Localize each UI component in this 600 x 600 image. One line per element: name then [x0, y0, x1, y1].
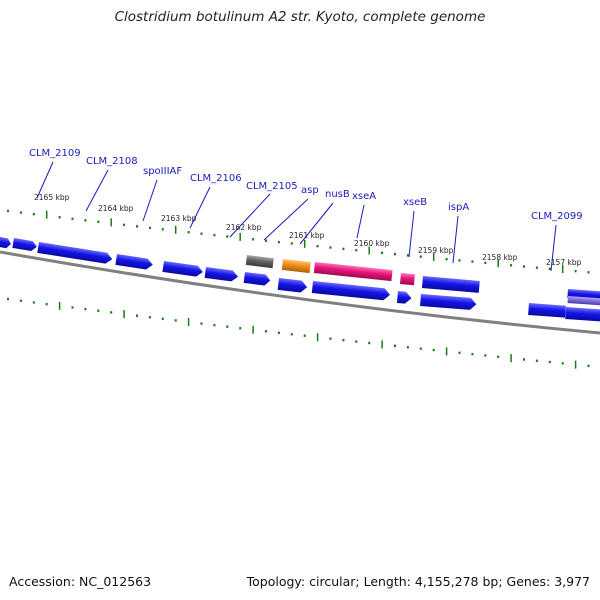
gene-label: CLM_2108 [86, 156, 138, 167]
gene-label-leader [550, 224, 557, 272]
accession-text: Accession: NC_012563 [9, 574, 152, 589]
genome-backbone [0, 250, 600, 335]
gene-label: ispA [448, 202, 469, 213]
gene-labels: CLM_2109 CLM_2108 spoIIIAF CLM_2106 CLM_2105… [29, 148, 583, 272]
gene-feature-blue [421, 276, 480, 293]
gene-feature-blue [565, 307, 600, 322]
gene-feature-blue [204, 267, 238, 282]
kbp-scale-upper [7, 209, 590, 274]
genome-title: Clostridium botulinum A2 str. Kyoto, com… [114, 9, 486, 25]
gene-label: CLM_2106 [190, 173, 242, 184]
gene-label-leader [229, 193, 271, 238]
gene-label: CLM_2105 [246, 181, 298, 192]
gene-feature-blue [12, 238, 37, 251]
gene-label: CLM_2099 [531, 211, 583, 222]
kbp-label: 2157 kbp [546, 258, 582, 267]
gene-feature-blue [311, 281, 390, 301]
gene-feature-blue [243, 272, 271, 286]
gene-feature-blue [37, 242, 113, 264]
gene-label-leader [356, 204, 365, 239]
kbp-scale-lower [7, 297, 590, 369]
gene-label-leader [408, 210, 415, 258]
gene-label: xseB [403, 197, 427, 208]
kbp-label: 2158 kbp [482, 253, 518, 262]
kbp-label: 2165 kbp [34, 193, 70, 202]
gene-label-leader [142, 179, 158, 222]
gene-feature-blue [396, 291, 412, 304]
gene-feature-purple [567, 296, 600, 306]
gene-label: CLM_2109 [29, 148, 81, 159]
gene-feature-blue [0, 237, 11, 249]
gene-label-leader [299, 202, 334, 245]
gene-label-leader [189, 186, 211, 229]
gene-label: asp [301, 185, 319, 196]
gene-feature-blue [162, 261, 203, 277]
kbp-label: 2163 kbp [161, 214, 197, 223]
gene-label: xseA [352, 191, 376, 202]
gene-label-leader [36, 161, 54, 199]
genome-summary: Topology: circular; Length: 4,155,278 bp… [246, 574, 590, 589]
gene-label: nusB [325, 189, 350, 200]
kbp-label: 2162 kbp [226, 223, 262, 232]
kbp-label: 2164 kbp [98, 204, 134, 213]
gene-feature-gray [245, 255, 274, 269]
gene-features [0, 237, 600, 322]
gene-feature-orange [281, 259, 311, 274]
kbp-label: 2160 kbp [354, 239, 390, 248]
gene-label-leader [263, 198, 309, 241]
gene-label: spoIIIAF [143, 166, 182, 177]
gene-feature-blue [528, 303, 566, 318]
gene-feature-blue [420, 294, 477, 310]
gene-feature-blue [115, 254, 153, 270]
gene-feature-pink [313, 262, 393, 282]
gene-label-leader [452, 215, 459, 264]
gene-feature-pink [399, 273, 415, 286]
gene-label-leader [85, 169, 109, 212]
gene-feature-blue [277, 278, 308, 293]
kbp-label: 2159 kbp [418, 246, 454, 255]
